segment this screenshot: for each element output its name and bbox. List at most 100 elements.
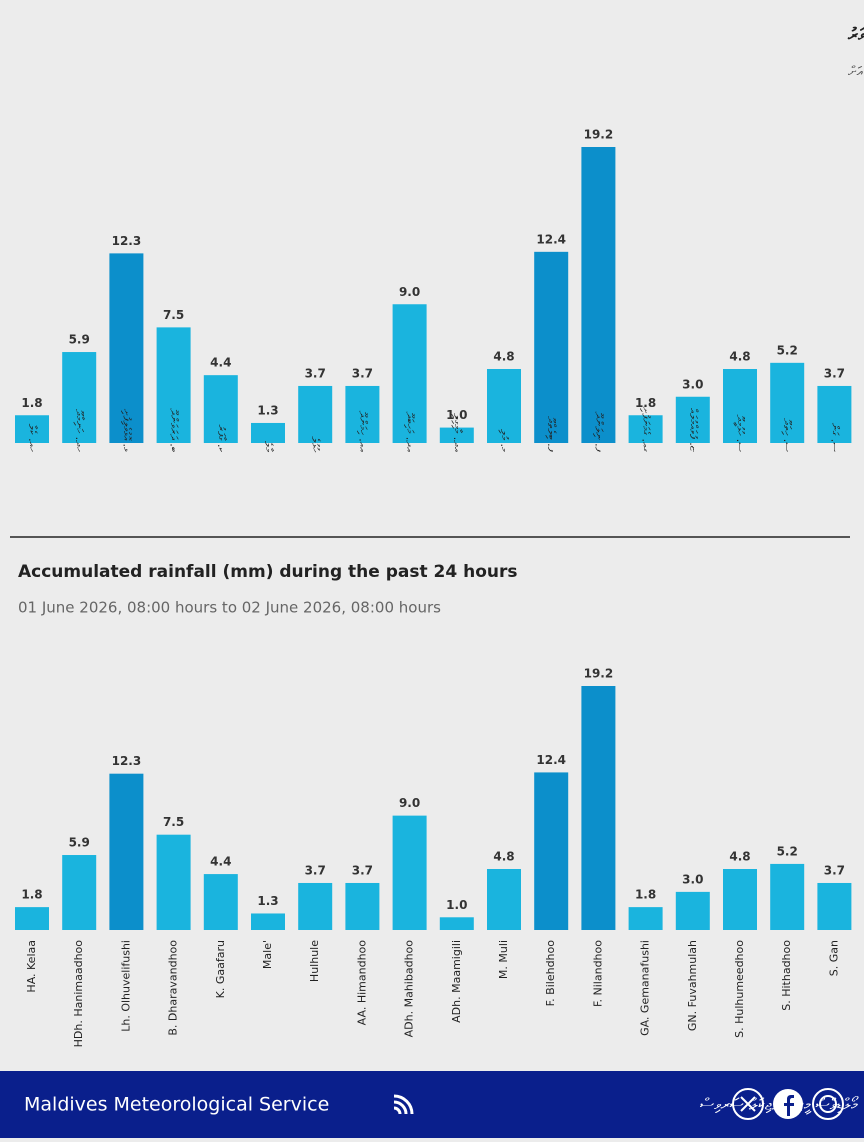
value-label: 1.0	[446, 898, 467, 912]
category-label: B. Dharavandhoo	[167, 940, 180, 1036]
category-label: S. Hithadhoo	[780, 940, 793, 1011]
category-label: ބ. ދަރަވަންދޫ	[168, 408, 181, 452]
bar	[62, 352, 97, 443]
value-label: 7.5	[163, 308, 184, 322]
bar	[203, 375, 238, 443]
category-label: AA. Himandhoo	[355, 940, 368, 1026]
category-label: ސ. ގަން	[828, 423, 841, 452]
value-label: 12.4	[536, 232, 566, 246]
bar	[203, 874, 238, 930]
bar	[251, 913, 285, 930]
category-label: އއ. ހިމަންދޫ	[356, 411, 369, 452]
value-label: 3.7	[352, 863, 373, 877]
category-label: ގއ. ގެމަނަފުށި	[640, 407, 653, 452]
value-label: 12.4	[536, 753, 566, 767]
bar	[675, 891, 710, 930]
subtitle-dv: 2026 ޖޫން 01 ގެ 08:00 އިން 2026 ޖޫން 02 …	[848, 64, 864, 80]
value-label: 4.4	[210, 855, 231, 869]
value-label: 3.7	[824, 863, 845, 877]
bar	[628, 415, 663, 443]
category-label: S. Gan	[827, 940, 840, 976]
value-label: 19.2	[584, 128, 614, 142]
value-label: 4.8	[729, 850, 750, 864]
category-label: F. Bilehdhoo	[544, 940, 557, 1007]
category-label: މާލެ	[262, 441, 275, 452]
category-label: ފ. ނިލަންދޫ	[592, 412, 605, 453]
category-label: GA. Gemanafushi	[639, 940, 652, 1036]
category-label: Male'	[261, 940, 274, 969]
bar	[487, 369, 521, 443]
bar	[298, 385, 333, 443]
value-label: 4.4	[210, 356, 231, 370]
bar	[487, 869, 521, 930]
facebook-icon[interactable]	[773, 1089, 803, 1119]
category-label: HDh. Hanimaadhoo	[72, 940, 85, 1048]
bar	[723, 369, 757, 443]
value-label: 3.7	[305, 863, 326, 877]
category-label: ހދ. ހަނިމާދޫ	[73, 409, 86, 452]
bar	[817, 385, 852, 443]
bar	[723, 869, 757, 930]
category-label: K. Gaafaru	[214, 940, 227, 998]
signal-icon	[393, 1094, 414, 1115]
bar	[156, 834, 191, 930]
category-label: ކ. ގާފަރު	[215, 425, 228, 453]
bar	[581, 147, 616, 443]
category-label: ޅ. އޮޅުވެލިފުށި	[120, 409, 133, 452]
value-label: 5.9	[69, 333, 90, 347]
category-label: ސ. ހުޅުމީދޫ	[733, 415, 747, 453]
category-label: HA. Kelaa	[25, 940, 38, 993]
bar	[251, 422, 285, 443]
bar	[439, 917, 474, 930]
value-label: 4.8	[729, 350, 750, 364]
value-label: 7.5	[163, 815, 184, 829]
bar	[392, 304, 427, 443]
value-label: 12.3	[112, 234, 142, 248]
title-en: Accumulated rainfall (mm) during the pas…	[18, 562, 518, 582]
value-label: 5.9	[69, 836, 90, 850]
category-label: އދ. މާމިގިލި	[451, 413, 464, 452]
value-label: 3.0	[682, 377, 703, 391]
category-label: Lh. Olhuvelifushi	[119, 940, 132, 1032]
value-label: 3.7	[352, 366, 373, 380]
category-label: ހއ. ކެލާ	[26, 424, 39, 452]
bar	[675, 396, 710, 443]
value-label: 1.3	[257, 894, 278, 908]
bar	[62, 855, 97, 930]
bar	[345, 385, 380, 443]
category-label: މ. މުލި	[498, 429, 511, 452]
value-label: 3.7	[305, 366, 326, 380]
x-icon[interactable]	[732, 1088, 764, 1120]
value-label: 12.3	[112, 754, 142, 768]
value-label: 5.2	[777, 343, 798, 357]
bar	[15, 415, 49, 443]
bar	[770, 863, 805, 930]
subtitle-en: 01 June 2026, 08:00 hours to 02 June 202…	[18, 599, 441, 617]
value-label: 1.8	[21, 396, 42, 410]
value-label: 9.0	[399, 285, 420, 299]
category-label: ADh. Mahibadhoo	[403, 940, 416, 1038]
value-label: 19.2	[584, 667, 614, 681]
category-label: ފ. ބިލެތްދޫ	[545, 416, 558, 452]
bar	[770, 362, 805, 443]
title-dv: 24 ގަޑިއިރުތެރޭގައި ވެހުނު (މިލިމީޓަރ) ވ…	[847, 25, 864, 46]
category-label: M. Muli	[497, 940, 510, 979]
whatsapp-icon[interactable]	[812, 1088, 844, 1120]
bar	[15, 907, 49, 930]
bar	[156, 327, 191, 443]
category-label: Hulhule	[308, 940, 321, 982]
value-label: 1.3	[257, 403, 278, 417]
value-label: 1.8	[635, 396, 656, 410]
value-label: 3.0	[682, 872, 703, 886]
bar	[817, 882, 852, 930]
bar	[628, 907, 663, 930]
bar	[345, 882, 380, 930]
bar	[392, 815, 427, 930]
category-label: ސ. ހިތަދޫ	[781, 418, 794, 452]
value-label: 4.8	[493, 350, 514, 364]
bar	[109, 773, 144, 930]
value-label: 1.8	[635, 888, 656, 902]
bar	[534, 251, 569, 443]
value-label: 3.7	[824, 366, 845, 380]
category-label: އދ. މަހިބަދޫ	[404, 412, 417, 452]
